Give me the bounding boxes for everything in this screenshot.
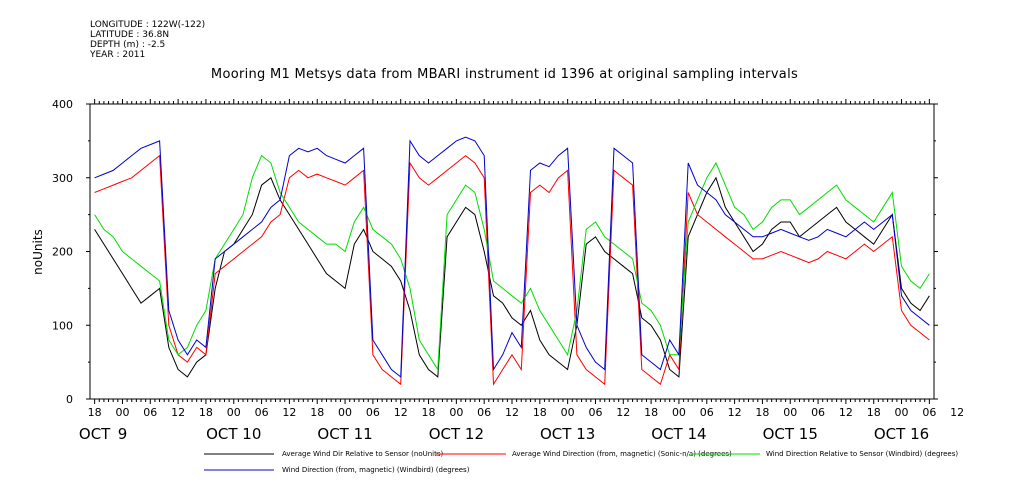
x-day-label: OCT 11: [317, 425, 372, 443]
longitude-text: LONGITUDE : 122W(-122): [90, 20, 206, 30]
x-tick-label: 00: [449, 406, 463, 419]
series-line-1: [94, 154, 930, 386]
x-tick-label: 00: [561, 406, 575, 419]
x-day-label: OCT 10: [206, 425, 261, 443]
legend-label: Wind Direction (from, magnetic) (Windbir…: [282, 466, 470, 474]
depth-text: DEPTH (m) : -2.5: [90, 40, 166, 50]
x-tick-label: 18: [533, 406, 547, 419]
x-day-label: OCT 15: [763, 425, 818, 443]
x-tick-label: 18: [422, 406, 436, 419]
x-tick-label: 06: [811, 406, 825, 419]
x-day-label: OCT: [79, 425, 111, 443]
x-tick-label: 18: [88, 406, 102, 419]
x-tick-label: 06: [143, 406, 157, 419]
series-line-2: [94, 154, 930, 372]
year-text: YEAR : 2011: [90, 50, 146, 60]
x-day-label: 9: [118, 425, 128, 443]
latitude-text: LATITUDE : 36.8N: [90, 30, 170, 40]
metadata-block: LONGITUDE : 122W(-122) LATITUDE : 36.8N …: [90, 20, 205, 60]
y-tick-label: 0: [66, 393, 73, 406]
series-line-3: [94, 136, 930, 378]
x-tick-label: 06: [588, 406, 602, 419]
x-tick-label: 12: [950, 406, 964, 419]
x-day-label: OCT 12: [429, 425, 484, 443]
legend-label: Wind Direction Relative to Sensor (Windb…: [766, 450, 958, 458]
x-tick-label: 12: [728, 406, 742, 419]
series-line-0: [94, 176, 930, 378]
x-day-label: OCT 14: [651, 425, 706, 443]
x-tick-label: 00: [783, 406, 797, 419]
y-tick-label: 400: [52, 98, 73, 111]
legend-label: Average Wind Dir Relative to Sensor (noU…: [282, 450, 443, 458]
x-tick-label: 18: [199, 406, 213, 419]
x-tick-label: 18: [755, 406, 769, 419]
x-tick-label: 06: [922, 406, 936, 419]
x-tick-label: 00: [115, 406, 129, 419]
x-tick-label: 00: [227, 406, 241, 419]
y-tick-label: 200: [52, 246, 73, 259]
x-tick-label: 18: [644, 406, 658, 419]
x-tick-label: 18: [310, 406, 324, 419]
x-tick-label: 00: [672, 406, 686, 419]
x-day-label: OCT 13: [540, 425, 595, 443]
y-axis-label: noUnits: [31, 229, 45, 275]
x-tick-label: 18: [867, 406, 881, 419]
x-tick-label: 00: [338, 406, 352, 419]
legend-label: Average Wind Direction (from, magnetic) …: [512, 450, 732, 458]
x-tick-label: 06: [366, 406, 380, 419]
x-tick-label: 06: [477, 406, 491, 419]
x-tick-label: 06: [255, 406, 269, 419]
x-tick-label: 12: [839, 406, 853, 419]
y-tick-label: 100: [52, 319, 73, 332]
x-day-label: OCT 16: [874, 425, 929, 443]
x-tick-label: 12: [171, 406, 185, 419]
x-tick-label: 12: [282, 406, 296, 419]
chart-title: Mooring M1 Metsys data from MBARI instru…: [210, 67, 799, 82]
x-tick-label: 12: [505, 406, 519, 419]
x-tick-label: 12: [394, 406, 408, 419]
y-tick-label: 300: [52, 172, 73, 185]
x-tick-label: 12: [616, 406, 630, 419]
x-tick-label: 06: [700, 406, 714, 419]
x-tick-label: 00: [895, 406, 909, 419]
